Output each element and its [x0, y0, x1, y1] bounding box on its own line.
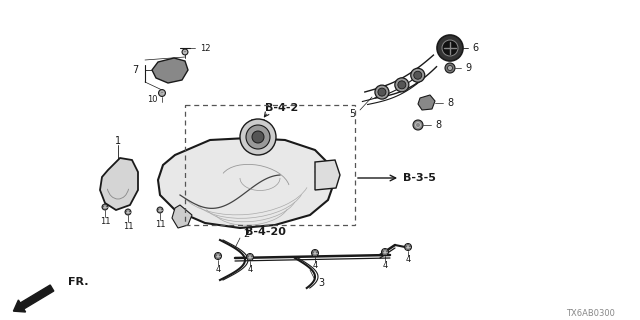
Circle shape	[442, 40, 458, 56]
Text: 11: 11	[123, 221, 133, 230]
Text: 10: 10	[147, 94, 157, 103]
Text: 11: 11	[100, 217, 110, 226]
Circle shape	[404, 244, 412, 251]
Text: 9: 9	[465, 63, 471, 73]
Circle shape	[240, 119, 276, 155]
Polygon shape	[315, 160, 340, 190]
Text: 7: 7	[132, 65, 138, 75]
Text: 4: 4	[405, 255, 411, 265]
Circle shape	[447, 66, 452, 70]
Circle shape	[381, 249, 388, 255]
Polygon shape	[158, 138, 335, 228]
FancyArrow shape	[13, 285, 54, 312]
Circle shape	[102, 204, 108, 210]
Text: 5: 5	[349, 109, 355, 119]
Circle shape	[214, 252, 221, 260]
Bar	[185, 105, 355, 225]
Circle shape	[413, 120, 423, 130]
Polygon shape	[100, 158, 138, 210]
Text: 12: 12	[200, 44, 211, 52]
Text: 4: 4	[248, 266, 253, 275]
Circle shape	[252, 131, 264, 143]
Circle shape	[312, 250, 319, 257]
Text: 4: 4	[312, 261, 317, 270]
Text: TX6AB0300: TX6AB0300	[566, 308, 614, 317]
Text: 1: 1	[115, 136, 121, 146]
Text: 8: 8	[435, 120, 441, 130]
Circle shape	[375, 85, 389, 99]
Circle shape	[157, 207, 163, 213]
Circle shape	[398, 81, 406, 89]
Text: 11: 11	[155, 220, 165, 228]
Text: B-4-20: B-4-20	[245, 227, 286, 237]
Circle shape	[246, 125, 270, 149]
Circle shape	[395, 78, 409, 92]
Circle shape	[378, 88, 386, 96]
Circle shape	[246, 253, 253, 260]
Text: B-4-2: B-4-2	[265, 103, 298, 113]
Polygon shape	[172, 205, 192, 228]
Text: FR.: FR.	[68, 277, 88, 287]
Circle shape	[159, 90, 166, 97]
Text: B-3-5: B-3-5	[403, 173, 436, 183]
Text: 8: 8	[447, 98, 453, 108]
Circle shape	[411, 68, 425, 82]
Circle shape	[445, 63, 455, 73]
Polygon shape	[418, 95, 435, 110]
Text: 4: 4	[382, 260, 388, 269]
Text: 4: 4	[216, 265, 221, 274]
Polygon shape	[152, 58, 188, 83]
Circle shape	[182, 49, 188, 55]
Text: 6: 6	[472, 43, 478, 53]
Text: 2: 2	[243, 229, 249, 239]
Circle shape	[413, 71, 422, 79]
Text: 3: 3	[318, 278, 324, 288]
Circle shape	[125, 209, 131, 215]
Circle shape	[437, 35, 463, 61]
